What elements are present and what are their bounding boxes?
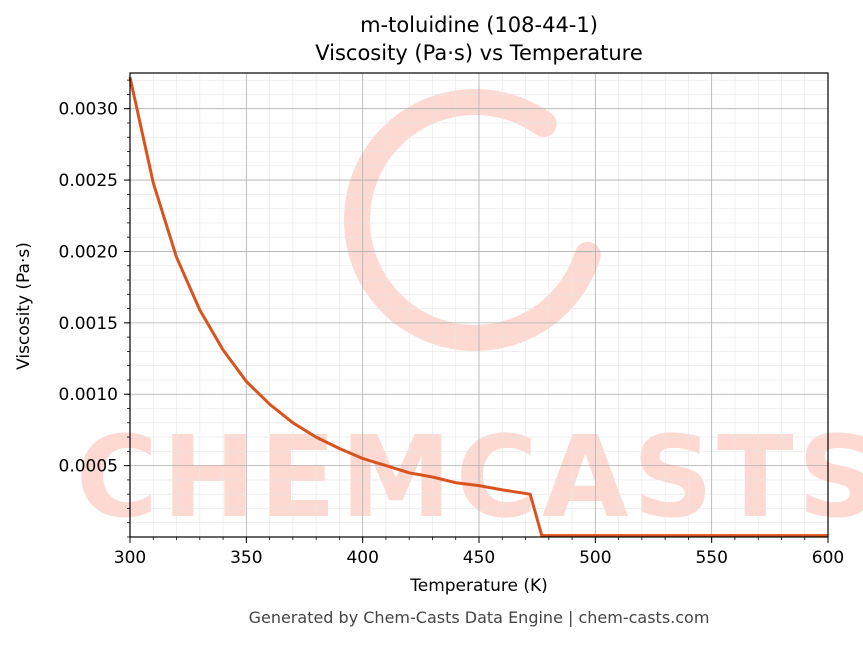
y-tick-label: 0.0030 [59, 100, 118, 120]
watermark: CHEMCASTS [76, 89, 863, 543]
x-tick-label: 400 [346, 548, 378, 568]
y-tick-label: 0.0010 [59, 385, 118, 405]
y-tick-label: 0.0015 [59, 314, 118, 334]
chart-title: m-toluidine (108-44-1) [360, 13, 598, 37]
footer-credit: Generated by Chem-Casts Data Engine | ch… [248, 608, 710, 627]
x-tick-label: 450 [463, 548, 495, 568]
y-tick-label: 0.0020 [59, 242, 118, 262]
chart-subtitle: Viscosity (Pa·s) vs Temperature [315, 41, 643, 65]
series-line [128, 76, 828, 538]
axis-ticks: 300 350 400 450 500 550 600 0.0005 0.0010 0.0015 0… [59, 79, 844, 568]
watermark-text: CHEMCASTS [76, 413, 863, 543]
x-tick-label: 350 [230, 548, 262, 568]
x-tick-label: 300 [114, 548, 146, 568]
x-tick-label: 550 [695, 548, 727, 568]
x-tick-label: 600 [812, 548, 844, 568]
y-tick-label: 0.0005 [59, 457, 118, 477]
x-tick-label: 500 [579, 548, 611, 568]
series-layer [128, 76, 828, 538]
watermark-logo [344, 89, 601, 351]
y-axis-label: Viscosity (Pa·s) [14, 242, 34, 370]
x-axis-label: Temperature (K) [410, 576, 548, 596]
y-tick-label: 0.0025 [59, 171, 118, 191]
